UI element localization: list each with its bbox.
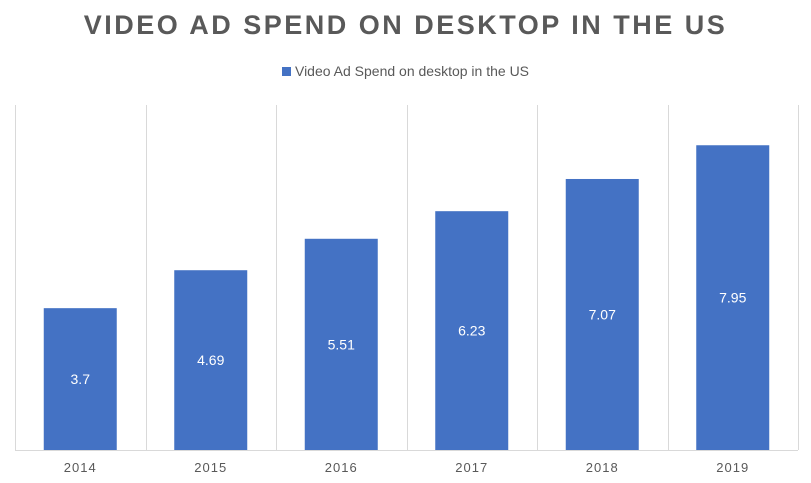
legend-label: Video Ad Spend on desktop in the US xyxy=(294,63,530,79)
bar-2017 xyxy=(435,211,509,450)
bar-2019 xyxy=(696,145,770,450)
chart-legend: Video Ad Spend on desktop in the US xyxy=(0,63,811,79)
bar-2015 xyxy=(174,270,248,450)
x-tick-label: 2017 xyxy=(455,460,488,475)
data-label-2019: 7.95 xyxy=(719,290,746,306)
legend-swatch xyxy=(281,67,291,76)
data-label-2015: 4.69 xyxy=(197,352,224,368)
data-label-2016: 5.51 xyxy=(328,336,355,352)
x-tick-label: 2014 xyxy=(64,460,97,475)
data-label-2018: 7.07 xyxy=(589,306,616,322)
bar-2018 xyxy=(565,178,639,450)
x-tick-label: 2019 xyxy=(716,460,749,475)
x-tick-label: 2018 xyxy=(586,460,619,475)
bar-2016 xyxy=(304,238,378,450)
data-label-2017: 6.23 xyxy=(458,323,485,339)
x-tick-label: 2015 xyxy=(194,460,227,475)
x-tick-label: 2016 xyxy=(325,460,358,475)
data-label-2014: 3.7 xyxy=(71,371,91,387)
bar-2014 xyxy=(43,308,117,450)
chart-title: VIDEO AD SPEND ON DESKTOP IN THE US xyxy=(83,10,728,40)
